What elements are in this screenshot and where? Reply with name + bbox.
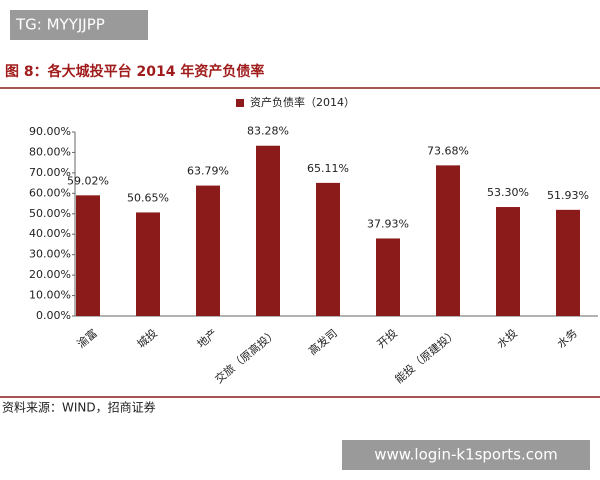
bar <box>196 185 220 316</box>
bar <box>556 209 580 316</box>
bar <box>376 238 400 316</box>
x-tick-label: 水务 <box>555 327 580 351</box>
legend-swatch <box>236 99 244 107</box>
value-label: 83.28% <box>247 125 289 138</box>
value-label: 65.11% <box>307 162 349 175</box>
value-label: 73.68% <box>427 144 469 157</box>
x-tick-label: 交旅（原高投） <box>212 326 280 386</box>
watermark: www.login-k1sports.com <box>374 446 558 464</box>
value-label: 59.02% <box>67 174 109 187</box>
y-tick-label: 80.00% <box>29 145 71 158</box>
value-label: 63.79% <box>187 165 229 178</box>
x-tick-label: 高发司 <box>306 326 340 358</box>
bar <box>256 145 280 316</box>
y-tick-label: 20.00% <box>29 268 71 281</box>
x-tick-label: 水投 <box>494 326 520 351</box>
y-tick-label: 70.00% <box>29 166 71 179</box>
bar <box>76 195 100 316</box>
x-tick-label: 能投（原建投） <box>392 326 460 386</box>
source: 资料来源：WIND，招商证券 <box>2 400 156 415</box>
x-tick-label: 渝富 <box>74 326 100 351</box>
value-label: 37.93% <box>367 217 409 230</box>
bar <box>496 207 520 316</box>
chart-title: 图 8：各大城投平台 2014 年资产负债率 <box>5 63 264 80</box>
watermark-box <box>342 440 590 470</box>
x-tick-label: 地产 <box>194 326 220 351</box>
bar <box>136 212 160 316</box>
y-tick-label: 10.00% <box>29 289 71 302</box>
y-tick-label: 30.00% <box>29 248 71 261</box>
y-tick-label: 50.00% <box>29 207 71 220</box>
y-tick-label: 60.00% <box>29 186 71 199</box>
y-tick-label: 90.00% <box>29 125 71 138</box>
x-tick-label: 开投 <box>374 326 400 351</box>
bar <box>316 182 340 316</box>
value-label: 53.30% <box>487 186 529 199</box>
value-label: 50.65% <box>127 191 169 204</box>
x-tick-label: 城投 <box>134 326 160 351</box>
value-label: 51.93% <box>547 189 589 202</box>
legend-label: 资产负债率（2014） <box>250 95 355 109</box>
watermark: TG: MYYJJPP <box>15 16 105 34</box>
y-tick-label: 0.00% <box>36 309 71 322</box>
y-tick-label: 40.00% <box>29 227 71 240</box>
bar <box>436 165 460 316</box>
watermark-box <box>10 10 148 40</box>
